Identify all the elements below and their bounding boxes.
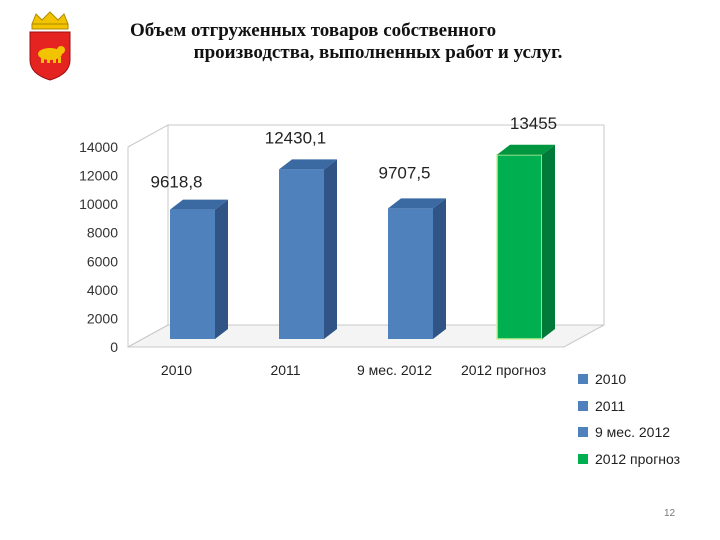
chart-side-wall xyxy=(127,124,169,348)
legend-swatch xyxy=(578,453,588,464)
bar-top-2 xyxy=(279,159,337,170)
legend-label: 2011 xyxy=(595,397,626,414)
legend-item-4: 2012 прогноз xyxy=(578,446,680,473)
y-tick-label: 0 xyxy=(110,339,118,355)
y-tick-label: 8000 xyxy=(87,225,118,241)
chart-legend: 2010 2011 9 мес. 2012 2012 прогноз xyxy=(578,366,680,472)
bar-top-3 xyxy=(388,198,446,209)
legend-item-1: 2010 xyxy=(578,366,680,393)
data-label-4: 13455 xyxy=(510,114,557,133)
bar-side-1 xyxy=(215,199,228,339)
data-label-2: 12430,1 xyxy=(265,128,326,147)
chart-title-line-2: производства, выполненных работ и услуг. xyxy=(193,42,563,63)
y-tick-label: 4000 xyxy=(87,282,118,298)
category-label-3: 9 мес. 2012 xyxy=(357,362,432,378)
y-tick-label: 6000 xyxy=(87,253,118,269)
legend-label: 2012 прогноз xyxy=(595,450,681,467)
y-tick-label: 2000 xyxy=(87,310,118,326)
category-label-4: 2012 прогноз xyxy=(461,362,546,378)
data-label-1: 9618,8 xyxy=(151,173,203,192)
legend-item-2: 2011 xyxy=(578,393,680,420)
chart-title-line-1: Объем отгруженных товаров собственного xyxy=(130,20,497,41)
bar-top-4 xyxy=(497,144,555,155)
bar-front-3 xyxy=(388,208,433,339)
category-label-2: 2011 xyxy=(270,362,300,378)
legend-label: 9 мес. 2012 xyxy=(595,424,671,441)
data-label-3: 9707,5 xyxy=(379,163,431,182)
coat-of-arms-emblem xyxy=(26,10,74,82)
bar-side-3 xyxy=(433,198,446,339)
category-label-1: 2010 xyxy=(161,362,192,378)
legend-label: 2010 xyxy=(595,371,627,388)
bar-side-2 xyxy=(324,159,337,339)
y-tick-label: 12000 xyxy=(79,168,118,184)
y-tick-label: 14000 xyxy=(79,139,118,155)
legend-swatch xyxy=(578,374,588,385)
legend-swatch xyxy=(578,427,588,438)
bar-front-1 xyxy=(170,209,215,339)
bar-side-4 xyxy=(542,144,555,339)
bar-top-1 xyxy=(170,199,228,210)
bar-front-2 xyxy=(279,169,324,339)
page-number: 12 xyxy=(664,508,676,519)
chart-floor xyxy=(127,324,605,348)
legend-item-3: 9 мес. 2012 xyxy=(578,419,680,446)
legend-swatch xyxy=(578,400,588,411)
bar-front-4 xyxy=(496,154,543,340)
y-tick-label: 10000 xyxy=(79,196,118,212)
chart-title: Объем отгруженных товаров собственного п… xyxy=(118,20,638,64)
